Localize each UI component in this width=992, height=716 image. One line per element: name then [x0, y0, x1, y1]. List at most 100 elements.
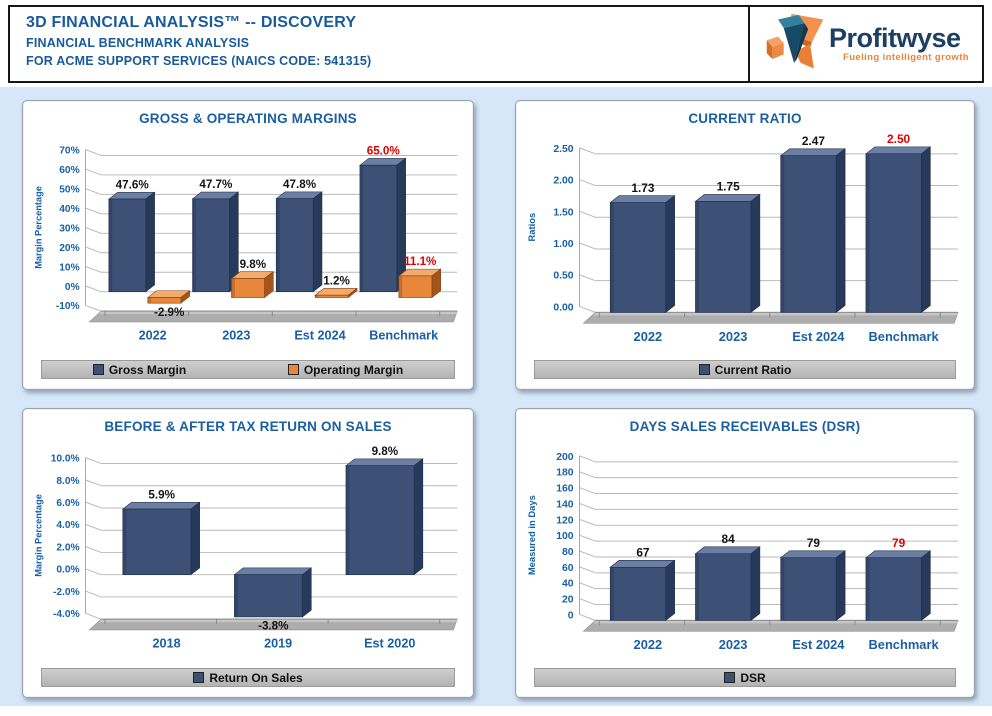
- y-tick-label: -4.0%: [53, 609, 80, 620]
- y-tick-label: 8.0%: [56, 476, 79, 487]
- bar: [779, 550, 846, 621]
- panel-return-on-sales: BEFORE & AFTER TAX RETURN ON SALES 10.0%…: [22, 408, 474, 698]
- y-tick-label: 100: [556, 531, 574, 542]
- x-category-label: Est 2020: [364, 636, 415, 650]
- bar: [694, 546, 761, 621]
- y-tick-label: 2.50: [553, 144, 573, 155]
- report-subtitle-1: FINANCIAL BENCHMARK ANALYSIS: [26, 36, 250, 50]
- chart-title: GROSS & OPERATING MARGINS: [139, 111, 357, 126]
- bar: [314, 287, 358, 299]
- profitwyse-logo: Profitwyse Fueling intelligent growth: [748, 7, 982, 81]
- legend-swatch: [724, 672, 736, 683]
- legend-label: DSR: [740, 670, 766, 685]
- y-tick-label: 20: [562, 595, 574, 606]
- y-tick-label: 30%: [59, 223, 79, 234]
- panel-current-ratio: CURRENT RATIO 2.50 2.00 1.50 1.00 0.50 0.00 20…: [515, 100, 975, 390]
- x-category-label: Est 2024: [792, 329, 845, 344]
- y-tick-label: 2.0%: [56, 542, 79, 553]
- x-category-label: Benchmark: [369, 328, 439, 342]
- y-tick-label: 200: [556, 452, 574, 463]
- legend-swatch: [193, 672, 205, 683]
- x-category-label: 2022: [634, 329, 663, 344]
- legend-swatch: [92, 364, 104, 375]
- bar: [397, 268, 442, 299]
- bar-value-label: 47.8%: [283, 178, 317, 191]
- bar-value-label: 9.8%: [240, 258, 267, 271]
- y-axis-title: Measured in Days: [526, 495, 537, 575]
- y-tick-label: 20%: [59, 243, 79, 254]
- header-box: 3D FINANCIAL ANALYSIS™ -- DISCOVERY FINA…: [8, 5, 984, 83]
- y-tick-label: 120: [556, 515, 574, 526]
- bar: [107, 191, 156, 293]
- y-tick-label: 40%: [59, 204, 79, 215]
- report-subtitle-2: FOR ACME SUPPORT SERVICES (NAICS CODE: 5…: [26, 54, 372, 68]
- bar-value-label: 1.75: [717, 179, 741, 193]
- y-tick-label: 0%: [65, 282, 80, 293]
- bar: [345, 458, 424, 576]
- bar: [121, 501, 201, 576]
- y-tick-label: 10.0%: [51, 454, 80, 465]
- bar: [865, 550, 932, 621]
- y-tick-label: 80: [562, 547, 574, 558]
- y-tick-label: 1.50: [553, 207, 573, 218]
- y-axis-title: Ratios: [526, 213, 537, 242]
- bar: [146, 290, 191, 304]
- bar: [359, 157, 407, 293]
- legend-item: Current Ratio: [698, 362, 792, 377]
- profitwyse-logo-mark-icon: [766, 13, 824, 69]
- chart-title: BEFORE & AFTER TAX RETURN ON SALES: [104, 419, 392, 434]
- bar: [609, 559, 676, 621]
- report-page: { "header": { "title": "3D FINANCIAL ANA…: [0, 5, 992, 716]
- bar-value-label: 2.50: [887, 132, 911, 146]
- bar-value-label: 65.0%: [367, 145, 401, 158]
- x-category-label: Benchmark: [868, 329, 939, 344]
- y-tick-label: 0: [568, 610, 574, 621]
- x-category-label: 2019: [264, 636, 292, 650]
- panel-gross-operating-margins: GROSS & OPERATING MARGINS 70% 60% 50% 40% 30…: [22, 100, 474, 390]
- logo-text-block: Profitwyse Fueling intelligent growth: [829, 25, 969, 63]
- bar-value-label: 47.6%: [116, 178, 150, 191]
- bar-value-label: 1.2%: [323, 275, 350, 288]
- x-category-label: 2023: [719, 329, 748, 344]
- y-tick-label: 180: [556, 468, 574, 479]
- x-category-label: 2018: [153, 636, 181, 650]
- legend-label: Gross Margin: [108, 362, 187, 377]
- bar-value-label: 5.9%: [148, 488, 175, 501]
- bar: [694, 193, 761, 313]
- y-tick-label: 70%: [59, 146, 79, 157]
- bar-value-label: 79: [807, 536, 821, 550]
- legend-swatch: [698, 364, 710, 375]
- bar: [779, 148, 846, 313]
- legend-item: Return On Sales: [193, 671, 303, 685]
- y-tick-label: 6.0%: [56, 498, 79, 509]
- y-tick-label: 4.0%: [56, 520, 79, 531]
- chart-canvas-gross-operating-margins: 70% 60% 50% 40% 30% 20% 10% 0% -10% 2022 2023 Est 2…: [34, 145, 458, 342]
- bar-value-label: 1.73: [631, 181, 655, 195]
- legend-swatch: [287, 364, 299, 375]
- legend-days-sales-receivables: DSR: [534, 668, 956, 687]
- bar: [865, 146, 932, 313]
- legend-current-ratio: Current Ratio: [534, 360, 956, 379]
- y-tick-label: 160: [556, 484, 574, 495]
- bar-value-label: 79: [892, 536, 906, 550]
- chart-canvas-current-ratio: 2.50 2.00 1.50 1.00 0.50 0.00 2022 2023 Est 2024…: [526, 132, 959, 344]
- chart-canvas-return-on-sales: 10.0% 8.0% 6.0% 4.0% 2.0% 0.0% -2.0% -4.0% 2018 2…: [34, 445, 458, 650]
- y-tick-label: 0.0%: [56, 565, 79, 576]
- legend-item: Operating Margin: [287, 362, 404, 377]
- bar: [275, 191, 323, 293]
- legend-gross-operating-margins: Gross Margin Operating Margin: [41, 360, 455, 379]
- bar-value-label: 2.47: [802, 134, 826, 148]
- bar-value-label: 11.1%: [404, 255, 437, 268]
- x-category-label: 2022: [634, 637, 663, 652]
- legend-label: Current Ratio: [714, 362, 792, 377]
- legend-item: DSR: [724, 670, 766, 685]
- y-axis-title: Margin Percentage: [34, 186, 44, 269]
- bar: [609, 195, 676, 313]
- y-tick-label: 1.00: [553, 239, 573, 250]
- bar-value-label: -2.9%: [154, 306, 185, 319]
- y-tick-label: 60%: [59, 165, 79, 176]
- x-category-label: Benchmark: [868, 637, 939, 652]
- legend-label: Operating Margin: [303, 362, 404, 377]
- x-category-label: 2023: [719, 637, 748, 652]
